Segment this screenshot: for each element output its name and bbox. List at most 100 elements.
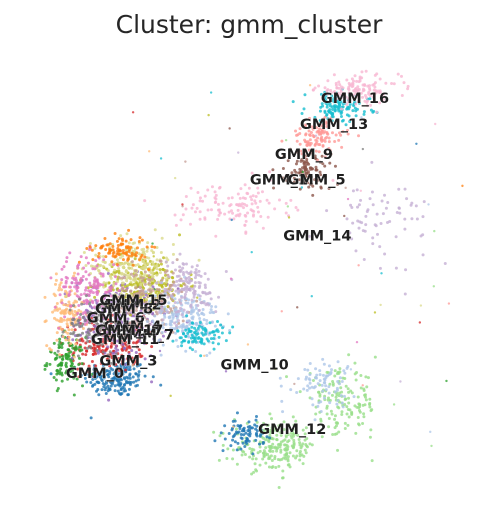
data-point-gmm-16 [214,193,218,197]
data-point-gmm-12 [354,431,358,435]
data-point-gmm-10 [163,305,167,309]
data-point-gmm-10 [313,385,317,389]
data-point-gmm-16 [334,81,338,85]
data-point-gmm-6 [79,277,83,281]
data-point-gmm-13 [315,126,319,130]
data-point-gmm-14 [174,310,178,314]
data-point-gmm-14 [203,286,207,290]
data-point-gmm-9 [188,346,192,350]
data-point-outlier [246,343,250,346]
data-point-gmm-6 [84,256,88,260]
data-point-gmm-7 [91,340,95,344]
data-point-gmm-1 [120,242,124,246]
data-point-gmm-13 [334,133,338,137]
data-point-gmm-3 [114,363,118,367]
data-point-gmm-14 [404,268,408,272]
data-point-gmm-10 [308,381,312,385]
data-point-gmm-7 [94,327,98,331]
data-point-gmm-12 [269,454,273,458]
data-point-gmm-12 [221,443,225,447]
data-point-gmm-14 [371,203,375,207]
data-point-gmm-7 [72,324,76,328]
data-point-gmm-6 [88,281,92,285]
data-point-gmm-0 [119,388,123,392]
data-point-gmm-15 [118,310,122,314]
data-point-gmm-11 [67,300,71,304]
data-point-gmm-10 [158,295,162,299]
data-point-gmm-14 [193,281,197,285]
data-point-gmm-0 [123,377,127,381]
data-point-gmm-12 [273,428,277,432]
data-point-gmm-2 [66,377,70,381]
data-point-gmm-12 [218,434,222,438]
data-point-gmm-12 [268,433,272,437]
data-point-outlier [131,364,134,367]
data-point-gmm-16 [326,79,330,83]
data-point-gmm-14 [362,257,366,261]
data-point-gmm-12 [258,445,262,449]
data-point-outlier [181,205,184,208]
data-point-gmm-4 [150,380,154,384]
data-point-gmm-16 [230,196,234,200]
data-point-gmm-15 [148,278,152,282]
data-point-gmm-7 [78,338,82,342]
data-point-gmm-16 [250,202,254,206]
data-point-gmm-12 [262,421,266,425]
data-point-gmm-3 [90,316,94,320]
data-point-gmm-2 [61,342,65,346]
data-point-gmm-11 [54,272,58,276]
data-point-outlier [432,285,436,288]
data-point-gmm-10 [149,328,153,332]
data-point-gmm-12 [364,398,368,402]
data-point-gmm-12 [292,441,296,445]
data-point-gmm-0 [116,375,120,379]
data-point-gmm-12 [340,390,344,394]
data-point-gmm-9 [339,109,343,113]
data-point-gmm-1 [90,248,94,252]
data-point-gmm-16 [380,93,384,97]
data-point-gmm-11 [72,301,76,305]
data-point-gmm-14 [398,211,402,215]
data-point-gmm-13 [325,135,329,139]
data-point-gmm-15 [147,288,151,292]
data-point-gmm-17 [140,248,144,252]
data-point-gmm-4 [133,299,137,303]
data-point-gmm-13 [304,133,308,137]
data-point-gmm-1 [108,251,112,255]
data-point-gmm-17 [160,236,164,240]
data-point-gmm-16 [355,79,359,83]
data-point-gmm-14 [161,318,165,322]
data-point-gmm-12 [347,353,351,357]
data-point-gmm-10 [228,328,232,332]
data-point-gmm-7 [117,329,121,333]
data-point-gmm-13 [327,140,331,144]
data-point-gmm-10 [194,350,198,354]
data-point-gmm-0 [127,387,131,391]
data-point-gmm-17 [125,294,129,298]
data-point-gmm-0 [116,383,120,387]
data-point-gmm-12 [248,446,252,450]
data-point-gmm-14 [356,205,360,209]
data-point-gmm-15 [138,334,142,338]
data-point-gmm-5 [308,174,312,178]
data-point-gmm-12 [274,466,278,470]
data-point-outlier [361,384,364,387]
data-point-gmm-13 [308,138,312,142]
data-point-outlier [173,176,177,180]
data-point-gmm-9 [179,336,183,340]
data-point-gmm-14 [414,204,418,208]
data-point-gmm-0 [223,437,227,441]
data-point-gmm-9 [190,333,194,337]
data-point-gmm-16 [354,102,358,106]
data-point-gmm-14 [351,189,355,193]
data-point-gmm-16 [311,88,315,92]
data-point-gmm-15 [141,306,145,310]
data-point-gmm-12 [350,411,354,415]
data-point-gmm-14 [182,279,186,283]
data-point-gmm-3 [108,364,112,368]
data-point-gmm-10 [303,368,307,372]
data-point-gmm-12 [237,446,241,450]
data-point-gmm-14 [169,294,173,298]
data-point-gmm-11 [65,322,69,326]
data-point-gmm-0 [101,381,105,385]
